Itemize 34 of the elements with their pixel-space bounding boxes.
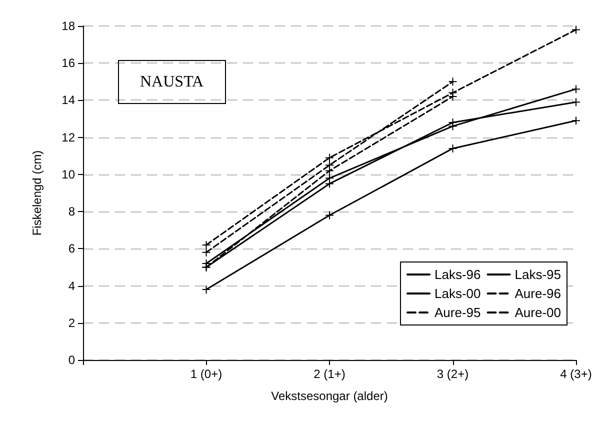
point <box>202 284 211 294</box>
y-tick-label: 6 <box>68 242 76 256</box>
point <box>202 248 211 257</box>
y-tick-label: 2 <box>68 316 76 330</box>
point <box>572 25 580 34</box>
legend-label: Laks-00 <box>434 286 481 301</box>
point <box>448 77 458 86</box>
y-tick-label: 12 <box>62 130 76 144</box>
y-tick-label: 16 <box>62 56 76 70</box>
point <box>448 144 458 153</box>
legend-label: Aure-96 <box>514 286 561 301</box>
point <box>202 240 211 250</box>
x-axis-title: Vekstsesongar (alder) <box>271 389 388 403</box>
legend-label: Laks-95 <box>514 267 561 282</box>
legend-label: Aure-95 <box>434 305 481 320</box>
text: NAUSTA <box>140 74 204 90</box>
point <box>325 210 334 220</box>
y-tick-label: 18 <box>62 19 76 33</box>
legend-label: Laks-96 <box>434 267 481 282</box>
point <box>572 84 580 94</box>
x-tick-label: 4 (3+) <box>560 367 592 381</box>
y-tick-label: 0 <box>68 353 76 367</box>
y-tick-label: 4 <box>68 278 76 293</box>
point <box>572 98 580 107</box>
point <box>572 116 580 126</box>
x-tick-label: 3 (2+) <box>436 367 469 381</box>
y-tick-label: 14 <box>62 93 76 108</box>
x-tick-label: 1 (0+) <box>190 367 222 381</box>
point <box>325 153 334 162</box>
y-tick-label: 10 <box>62 167 76 182</box>
y-axis-title: Fiskelengd (cm) <box>30 150 44 236</box>
legend-label: Aure-00 <box>514 305 561 320</box>
y-tick-label: 8 <box>68 204 76 219</box>
x-tick-label: 2 (1+) <box>314 367 346 381</box>
